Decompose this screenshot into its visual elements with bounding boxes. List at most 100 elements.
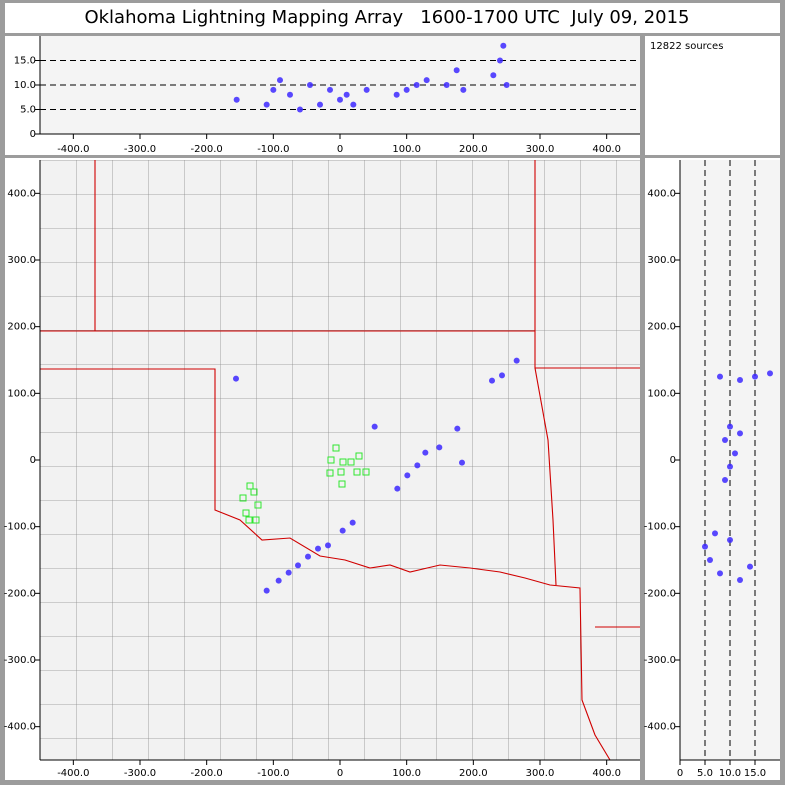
lightning-source bbox=[413, 82, 420, 88]
lightning-source bbox=[453, 67, 460, 74]
y-tick-label: 400.0 bbox=[647, 188, 676, 199]
lightning-source bbox=[325, 542, 331, 549]
lightning-source bbox=[270, 86, 277, 93]
y-tick-label: 0 bbox=[30, 129, 36, 140]
lightning-source bbox=[702, 543, 708, 550]
x-tick-label: 200.0 bbox=[459, 144, 488, 155]
state-borders bbox=[40, 160, 640, 761]
lightning-source bbox=[337, 96, 343, 103]
y-tick-label: 15.0 bbox=[14, 56, 36, 67]
lightning-source bbox=[767, 370, 773, 377]
lightning-source bbox=[722, 437, 728, 443]
lightning-source bbox=[737, 430, 743, 437]
lightning-source bbox=[414, 462, 421, 469]
y-tick-label: -200.0 bbox=[644, 588, 676, 599]
lightning-source bbox=[275, 577, 282, 584]
x-tick-label: -100.0 bbox=[257, 144, 289, 155]
x-tick-label: -200.0 bbox=[191, 768, 223, 779]
y-tick-label: 0 bbox=[670, 455, 676, 466]
lightning-source bbox=[297, 106, 303, 113]
y-tick-label: 0 bbox=[30, 455, 36, 466]
y-tick-label: 200.0 bbox=[7, 322, 36, 333]
y-tick-label: 400.0 bbox=[7, 188, 36, 199]
lightning-source bbox=[727, 463, 733, 470]
lightning-source bbox=[404, 472, 411, 479]
lightning-source bbox=[350, 101, 357, 108]
lightning-source bbox=[403, 86, 410, 93]
x-tick-label: 0 bbox=[337, 144, 343, 155]
marks: -400.0 -300.0 -200.0 -100.0 0 100.0 200.0 300.0… bbox=[4, 36, 780, 779]
y-tick-label: -300.0 bbox=[4, 655, 36, 666]
lightning-source bbox=[233, 375, 239, 382]
lightning-source bbox=[717, 373, 723, 380]
lightning-source bbox=[499, 372, 505, 379]
x-tick-label: 400.0 bbox=[592, 768, 621, 779]
x-tick-label: 0 bbox=[337, 768, 343, 779]
x-tick-label: 15.0 bbox=[744, 768, 766, 779]
lightning-source bbox=[503, 82, 510, 88]
y-tick-label: 100.0 bbox=[647, 388, 676, 399]
x-tick-label: 0 bbox=[677, 768, 683, 779]
y-tick-label: -300.0 bbox=[644, 655, 676, 666]
x-tick-label: -400.0 bbox=[57, 144, 89, 155]
lightning-source bbox=[371, 423, 378, 430]
y-tick-label: 5.0 bbox=[20, 105, 36, 116]
lightning-source bbox=[490, 72, 497, 79]
lightning-source bbox=[732, 450, 738, 457]
lightning-source bbox=[349, 519, 356, 526]
lightning-source bbox=[343, 91, 350, 98]
source-count: 12822 sources bbox=[650, 41, 723, 52]
lightning-source bbox=[363, 86, 370, 93]
lightning-source bbox=[712, 530, 718, 537]
x-tick-label: -400.0 bbox=[57, 768, 89, 779]
lightning-source bbox=[707, 557, 713, 563]
lightning-source bbox=[287, 91, 293, 98]
x-tick-label: 5.0 bbox=[697, 768, 713, 779]
y-tick-label: -400.0 bbox=[644, 722, 676, 733]
lightning-source bbox=[423, 77, 430, 84]
lightning-source bbox=[489, 377, 495, 384]
lightning-source bbox=[727, 423, 733, 430]
lightning-source bbox=[454, 425, 461, 432]
y-tick-label: 100.0 bbox=[7, 388, 36, 399]
lightning-source bbox=[295, 562, 301, 569]
lightning-source bbox=[233, 96, 240, 103]
y-tick-label: -100.0 bbox=[644, 522, 676, 533]
x-tick-label: 10.0 bbox=[719, 768, 741, 779]
lightning-source bbox=[277, 77, 283, 84]
lightning-source bbox=[747, 563, 753, 570]
lightning-source bbox=[727, 537, 733, 543]
lightning-source bbox=[497, 57, 503, 64]
y-tick-label: 300.0 bbox=[647, 255, 676, 266]
lightning-source bbox=[394, 485, 401, 492]
lightning-source bbox=[327, 86, 333, 93]
x-tick-label: 100.0 bbox=[392, 768, 421, 779]
x-tick-label: -300.0 bbox=[124, 144, 156, 155]
lightning-source bbox=[315, 545, 321, 552]
x-tick-label: 300.0 bbox=[526, 768, 555, 779]
y-tick-label: 300.0 bbox=[7, 255, 36, 266]
stations bbox=[239, 444, 370, 524]
x-tick-label: 200.0 bbox=[459, 768, 488, 779]
x-tick-label: -100.0 bbox=[257, 768, 289, 779]
y-tick-label: -400.0 bbox=[4, 722, 36, 733]
lightning-source bbox=[737, 377, 743, 383]
y-tick-label: -200.0 bbox=[4, 588, 36, 599]
lightning-source bbox=[263, 101, 270, 108]
lightning-source bbox=[752, 373, 758, 380]
lightning-source bbox=[500, 42, 507, 49]
x-tick-label: 100.0 bbox=[392, 144, 421, 155]
lightning-source bbox=[443, 82, 450, 88]
lightning-source bbox=[339, 527, 346, 534]
lightning-source bbox=[422, 449, 429, 456]
y-tick-label: -100.0 bbox=[4, 522, 36, 533]
lightning-source bbox=[460, 86, 467, 93]
lightning-source bbox=[305, 553, 311, 560]
lightning-source bbox=[737, 577, 743, 583]
lightning-source bbox=[307, 82, 313, 88]
count-frame bbox=[645, 36, 780, 155]
x-tick-label: -200.0 bbox=[191, 144, 223, 155]
lightning-source bbox=[263, 587, 270, 594]
title-bar bbox=[5, 3, 780, 33]
